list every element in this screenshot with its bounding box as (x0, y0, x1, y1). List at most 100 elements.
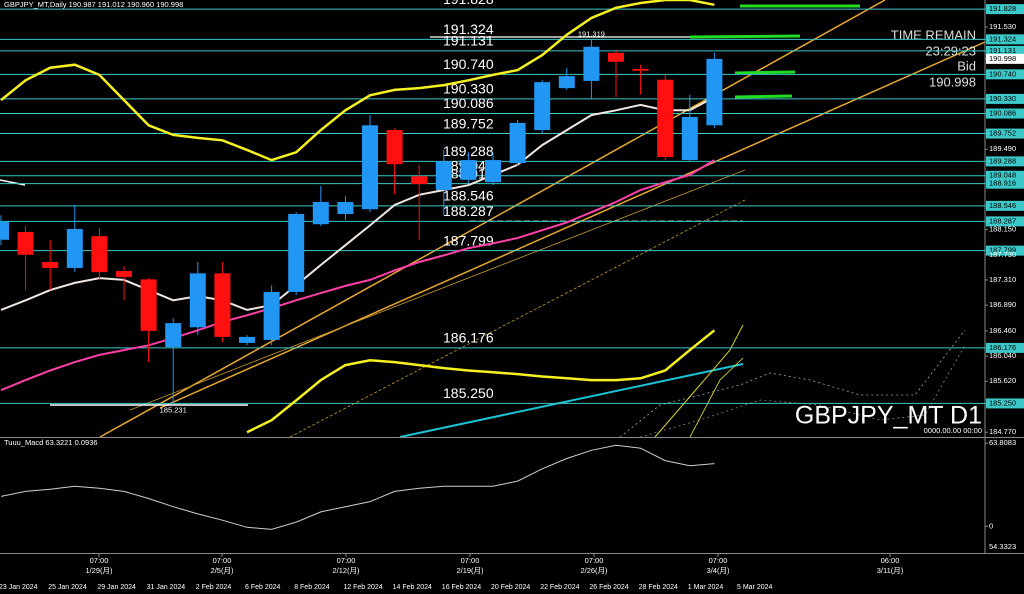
y-tick-label: 191.324 (989, 34, 1016, 43)
candle-body (66, 228, 83, 268)
y-tick-highlight (986, 245, 1024, 256)
candle-body (485, 160, 501, 183)
candle-body (288, 214, 305, 292)
indicator-line (0, 179, 26, 186)
x-tick-label: 20 Feb 2024 (491, 584, 530, 591)
y-tick-label: 190.740 (989, 69, 1016, 78)
y-tick-highlight (986, 53, 1024, 64)
y-tick-label: 188.287 (989, 216, 1016, 225)
week-time: 07:00 (90, 556, 109, 565)
candle-body (239, 336, 255, 343)
y-tick-label: 186.890 (989, 300, 1016, 309)
date-placeholder: 0000.00.00 00:00 (924, 426, 982, 435)
y-tick-label: 186.040 (989, 351, 1016, 360)
oscillator-line (0, 444, 715, 530)
candle-body (435, 161, 452, 191)
level-label: 185.250 (443, 385, 494, 401)
x-tick-label: 14 Feb 2024 (393, 584, 432, 591)
indicator-line (0, 96, 715, 311)
candle-body (411, 176, 428, 185)
oscillator-tick-label: 63.8083 (989, 438, 1016, 447)
y-tick-highlight (986, 108, 1024, 119)
x-tick-label: 8 Feb 2024 (294, 584, 330, 591)
candle-body (558, 76, 575, 89)
candle-body (534, 82, 551, 131)
level-label: 188.546 (443, 188, 494, 204)
candle-body (263, 291, 280, 340)
y-tick-label: 189.048 (989, 171, 1016, 180)
candle-body (165, 323, 182, 348)
y-tick-label: 187.730 (989, 250, 1016, 259)
y-tick-highlight (986, 93, 1024, 104)
y-tick-label: 186.460 (989, 326, 1016, 335)
level-label: 189.288 (443, 143, 494, 159)
y-tick-highlight (986, 69, 1024, 80)
y-tick-highlight (986, 128, 1024, 139)
level-label: 190.740 (443, 56, 494, 72)
x-tick-label: 12 Feb 2024 (343, 584, 382, 591)
bid-label: Bid (957, 58, 976, 73)
x-tick-label: 25 Jan 2024 (48, 584, 87, 591)
week-date: 2/19(月) (456, 566, 484, 575)
x-tick-label: 28 Feb 2024 (639, 584, 678, 591)
target-line (689, 34, 801, 39)
target-line (734, 70, 796, 75)
indicator-line (246, 329, 716, 434)
time-remain-label: TIME REMAIN (891, 27, 976, 42)
y-tick-label: 191.530 (989, 22, 1016, 31)
candle-body (91, 236, 108, 273)
bid-value: 190.998 (929, 74, 976, 89)
level-label: 189.752 (443, 115, 494, 131)
x-tick-label: 22 Feb 2024 (540, 584, 579, 591)
oscillator-tick-label: 0 (989, 521, 993, 530)
level-label: 190.330 (443, 81, 494, 97)
candle-body (386, 130, 403, 165)
y-tick-label: 187.799 (989, 246, 1016, 255)
y-tick-highlight (986, 156, 1024, 167)
drawings (0, 0, 986, 438)
y-tick-highlight (986, 200, 1024, 211)
candle-body (312, 202, 329, 225)
cloud-line (639, 344, 966, 438)
oscillator-extra-label: 54.3323 (989, 542, 1016, 551)
candle-body (608, 52, 624, 62)
level-label: 186.176 (443, 330, 494, 346)
week-time: 07:00 (213, 556, 232, 565)
week-date: 3/4(月) (707, 566, 730, 575)
week-date: 1/29(月) (85, 566, 113, 575)
x-tick-label: 5 Mar 2024 (737, 584, 773, 591)
candle-body (0, 221, 9, 240)
trend-line (399, 363, 744, 438)
week-time: 07:00 (709, 556, 728, 565)
y-tick-highlight (986, 4, 1024, 15)
y-tick-label: 188.916 (989, 179, 1016, 188)
candle-body (42, 261, 59, 268)
week-date: 3/11(月) (877, 566, 904, 575)
week-time: 07:00 (585, 556, 604, 565)
x-tick-label: 26 Feb 2024 (589, 584, 628, 591)
y-tick-label: 186.176 (989, 343, 1016, 352)
y-tick-label: 190.086 (989, 109, 1016, 118)
y-tick-label: 185.250 (989, 398, 1016, 407)
y-tick-highlight (986, 216, 1024, 227)
y-tick-highlight (986, 45, 1024, 56)
candle-body (657, 79, 674, 158)
trend-line (159, 41, 986, 409)
trend-line (289, 199, 746, 438)
x-tick-label: 2 Feb 2024 (196, 584, 232, 591)
candle-body (632, 68, 649, 71)
y-tick-label: 191.131 (989, 46, 1016, 55)
indicator-line (654, 324, 744, 438)
indicator-line (689, 357, 744, 438)
y-tick-label: 185.620 (989, 376, 1016, 385)
candle-body (583, 46, 600, 81)
y-tick-label: 191.828 (989, 4, 1016, 13)
y-tick-highlight (986, 398, 1024, 409)
week-time: 07:00 (337, 556, 356, 565)
level-label: 187.799 (443, 232, 494, 248)
x-tick-label: 23 Jan 2024 (0, 584, 38, 591)
candle-body (189, 273, 206, 328)
week-time: 06:00 (881, 556, 900, 565)
